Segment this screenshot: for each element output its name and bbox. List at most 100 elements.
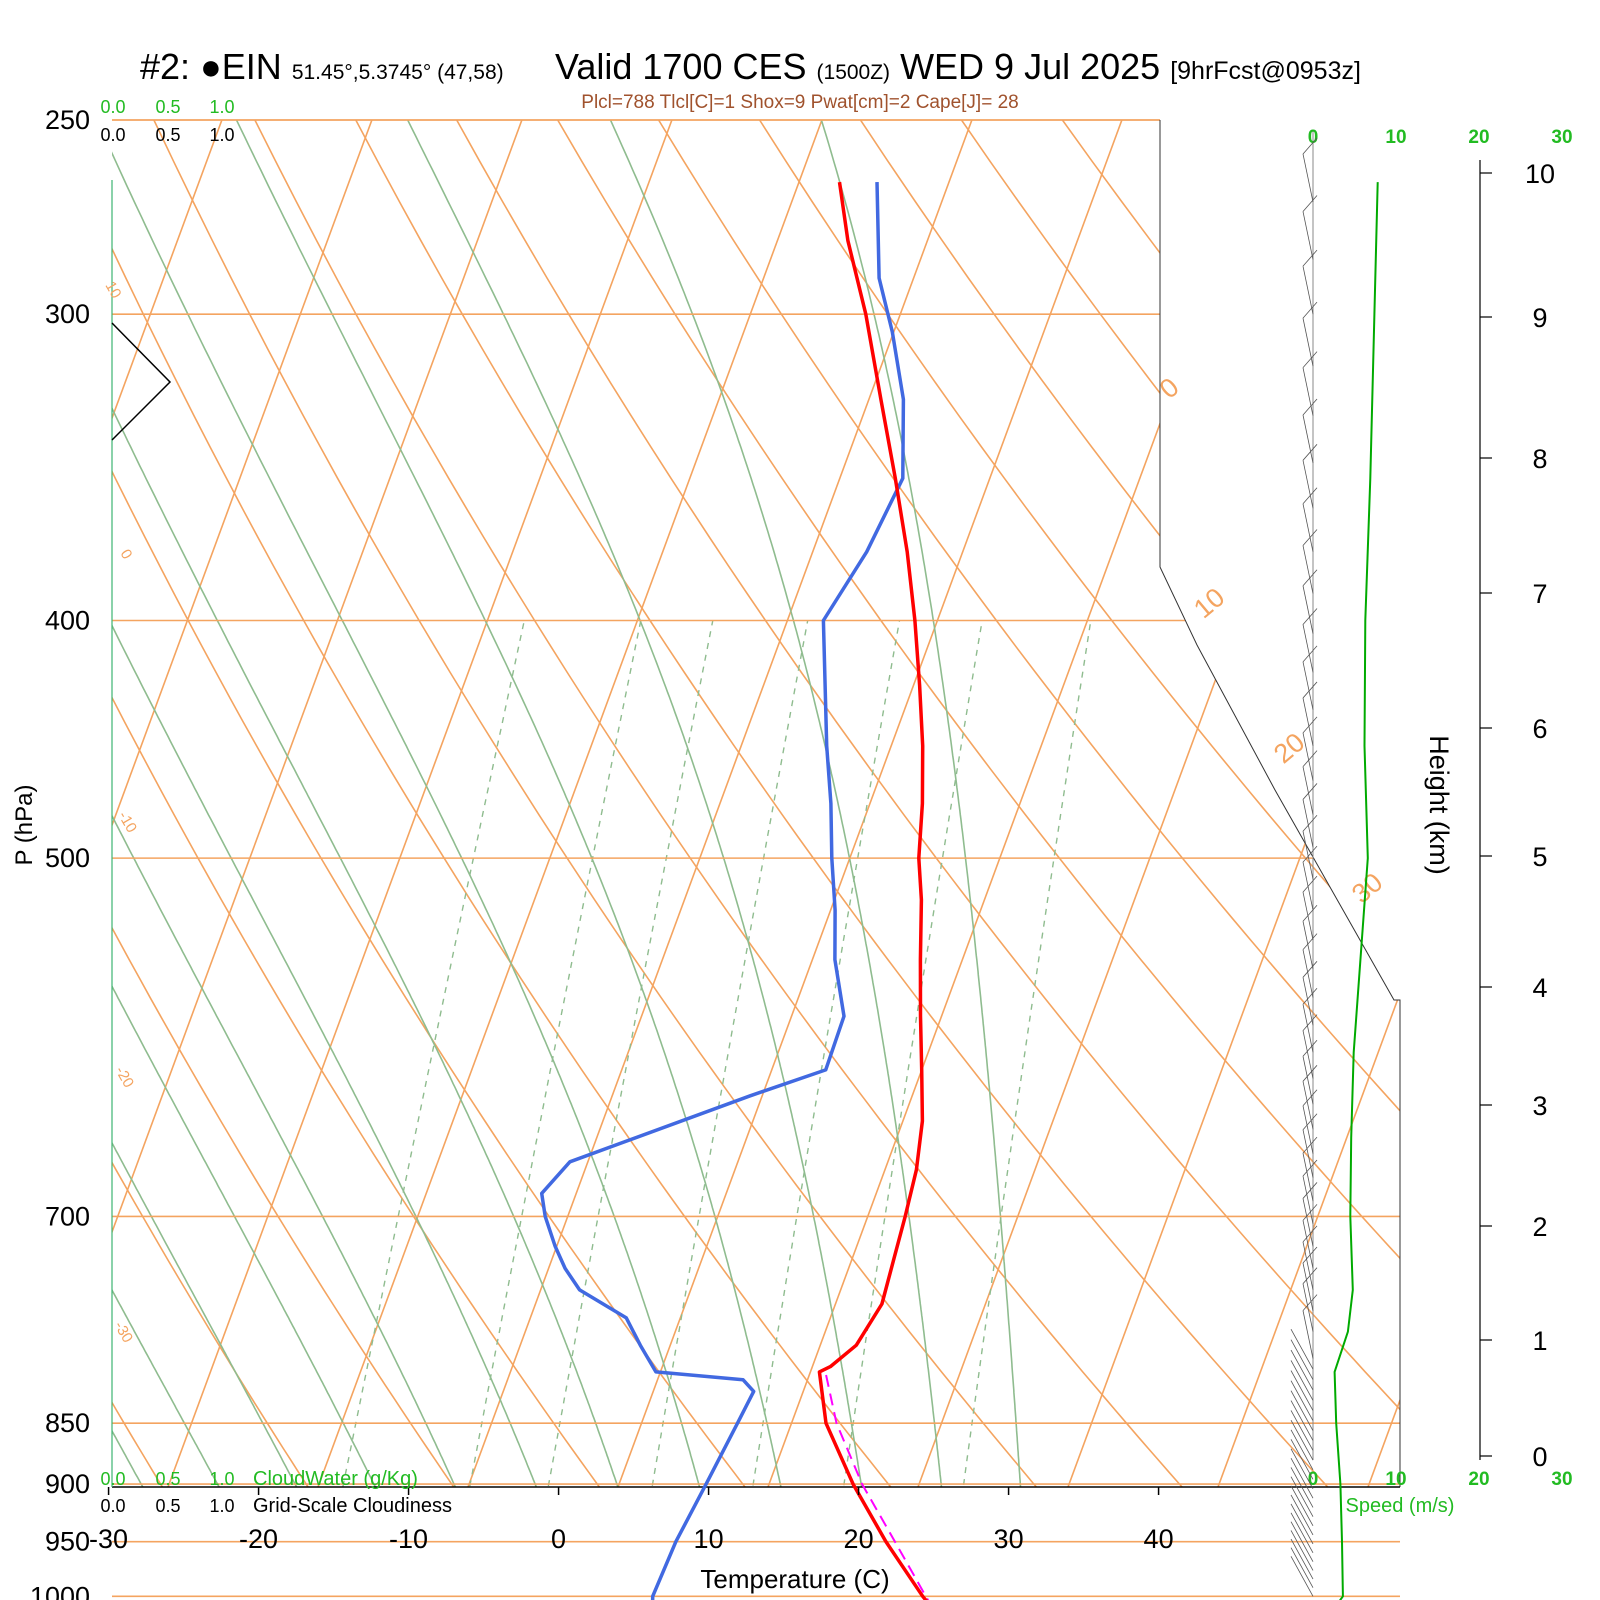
wind-barb-flag	[1302, 1014, 1318, 1031]
isotherm-label-left: -20	[112, 1064, 138, 1091]
pressure-tick-label: 700	[45, 1201, 90, 1231]
station-name: #2: ●EIN	[140, 46, 282, 87]
speed-scale-bottom: 10	[1385, 1469, 1406, 1490]
height-tick-label: 4	[1532, 973, 1547, 1003]
isotherm-line	[407, 120, 989, 1487]
moist-adiabat-line	[112, 120, 129, 1487]
wind-barb-flag	[1302, 569, 1318, 586]
dry-adiabat-line	[1431, 77, 1600, 1600]
cloudwater-label: CloudWater (g/Kg)	[253, 1468, 418, 1490]
cloudwater-scale-bottom: 1.0	[209, 1469, 234, 1489]
wind-barb	[1302, 977, 1314, 1026]
wind-barb	[1290, 1512, 1314, 1553]
isotherm-line	[1157, 120, 1400, 1487]
station-coords: 51.45°,5.3745° (47,58)	[291, 61, 504, 84]
wind-barb	[1290, 1530, 1314, 1571]
wind-barb-flag	[1302, 1113, 1318, 1130]
isotherm-line	[257, 120, 839, 1487]
isotherm-label-left: -10	[115, 809, 141, 836]
wind-barb	[1302, 318, 1314, 367]
wind-barb	[1290, 1467, 1314, 1508]
wind-barb-flag	[1302, 961, 1318, 978]
wind-barb-flag	[1302, 529, 1318, 546]
isotherm-line	[1307, 120, 1400, 1487]
wind-barb-flag	[1302, 681, 1318, 699]
wind-barb-flag	[1302, 249, 1318, 267]
dry-adiabat-line	[112, 120, 569, 1487]
temperature-tick-label: 20	[844, 1524, 874, 1554]
moist-adiabat-line	[112, 120, 354, 1487]
wind-barb	[1290, 1380, 1314, 1421]
temperature-axis-title: Temperature (C)	[700, 1564, 889, 1594]
mixing-ratio-line	[627, 620, 809, 1487]
height-tick-label: 1	[1532, 1326, 1547, 1356]
pressure-tick-label: 500	[45, 843, 90, 873]
pressure-tick-label: 850	[45, 1408, 90, 1438]
wind-barb-flag	[1302, 750, 1318, 767]
wind-barb-flag	[1302, 137, 1318, 155]
speed-axis-label: Speed (m/s)	[1346, 1495, 1455, 1517]
wind-barb	[1290, 1329, 1314, 1370]
wind-barb	[1290, 1476, 1314, 1517]
speed-scale-top: 20	[1468, 127, 1489, 148]
temperature-tick-label: -20	[239, 1524, 278, 1554]
dry-adiabat-line	[112, 120, 417, 1487]
wind-barb	[1290, 1503, 1314, 1545]
wind-barb	[1302, 1283, 1314, 1332]
wind-barb-flag	[1302, 845, 1318, 863]
isotherm-label-right: 0	[1154, 372, 1185, 405]
moist-adiabat-line	[112, 120, 204, 1487]
height-tick-label: 8	[1532, 444, 1547, 474]
wind-barb-flag	[1302, 814, 1318, 832]
wind-barb-flag	[1302, 1089, 1318, 1107]
wind-barb	[1302, 1153, 1314, 1202]
isotherm-label-right: 30	[1346, 867, 1388, 909]
wind-barb	[1302, 862, 1314, 911]
mixing-ratio-line	[822, 620, 983, 1487]
wind-barb	[1290, 1556, 1314, 1597]
wind-barb	[1302, 697, 1314, 747]
wind-barb	[1302, 892, 1314, 941]
height-axis-title: Height (km)	[1424, 735, 1454, 875]
cloudiness-scale-bottom: 1.0	[209, 1496, 234, 1516]
wind-barb	[1302, 949, 1314, 998]
speed-scale-bottom: 0	[1308, 1469, 1319, 1490]
wind-barb	[1290, 1547, 1314, 1588]
isotherm-line	[1007, 120, 1400, 1487]
temperature-tick-label: -10	[389, 1524, 428, 1554]
pressure-tick-label: 950	[45, 1527, 90, 1557]
parcel-line	[824, 1371, 930, 1600]
wind-barb	[1290, 1349, 1314, 1391]
speed-scale-top: 30	[1551, 127, 1572, 148]
wind-barb	[1302, 266, 1314, 315]
cloudiness-label: Grid-Scale Cloudiness	[253, 1495, 452, 1517]
valid-time: Valid 1700 CES	[555, 46, 807, 87]
wind-barb	[1290, 1494, 1314, 1536]
cloudiness-scale-top: 1.0	[209, 125, 234, 145]
moist-adiabat-line	[235, 120, 804, 1487]
valid-title: Valid 1700 CES (1500Z) WED 9 Jul 2025 [9…	[555, 46, 1361, 88]
moist-adiabat-line	[112, 120, 729, 1487]
dry-adiabat-line	[1030, 120, 1400, 1487]
dry-adiabat-line	[112, 120, 1026, 1487]
wind-barb	[1302, 503, 1314, 552]
wind-barb-flag	[1302, 1039, 1318, 1057]
isotherm-line	[112, 120, 389, 1487]
moist-adiabat-line	[406, 120, 879, 1487]
mixing-ratio-line	[943, 620, 1092, 1487]
wind-barb-flag	[1302, 487, 1318, 505]
wind-speed-line	[1333, 182, 1379, 1600]
cloud-marker	[111, 322, 172, 441]
height-tick-label: 10	[1525, 159, 1555, 189]
mixing-ratio-line	[442, 620, 642, 1487]
pressure-tick-label: 1000	[30, 1581, 90, 1600]
isotherm-line	[857, 120, 1400, 1487]
forecast-label: [9hrFcst@0953z]	[1170, 57, 1361, 85]
cloudiness-scale-top: 0.5	[155, 125, 180, 145]
wind-barb-flag	[1302, 301, 1318, 319]
wind-barb-flag	[1302, 398, 1318, 416]
cloudiness-scale-bottom: 0.0	[100, 1496, 125, 1516]
wind-barb-flag	[1302, 716, 1318, 734]
wind-barb	[1302, 661, 1314, 710]
